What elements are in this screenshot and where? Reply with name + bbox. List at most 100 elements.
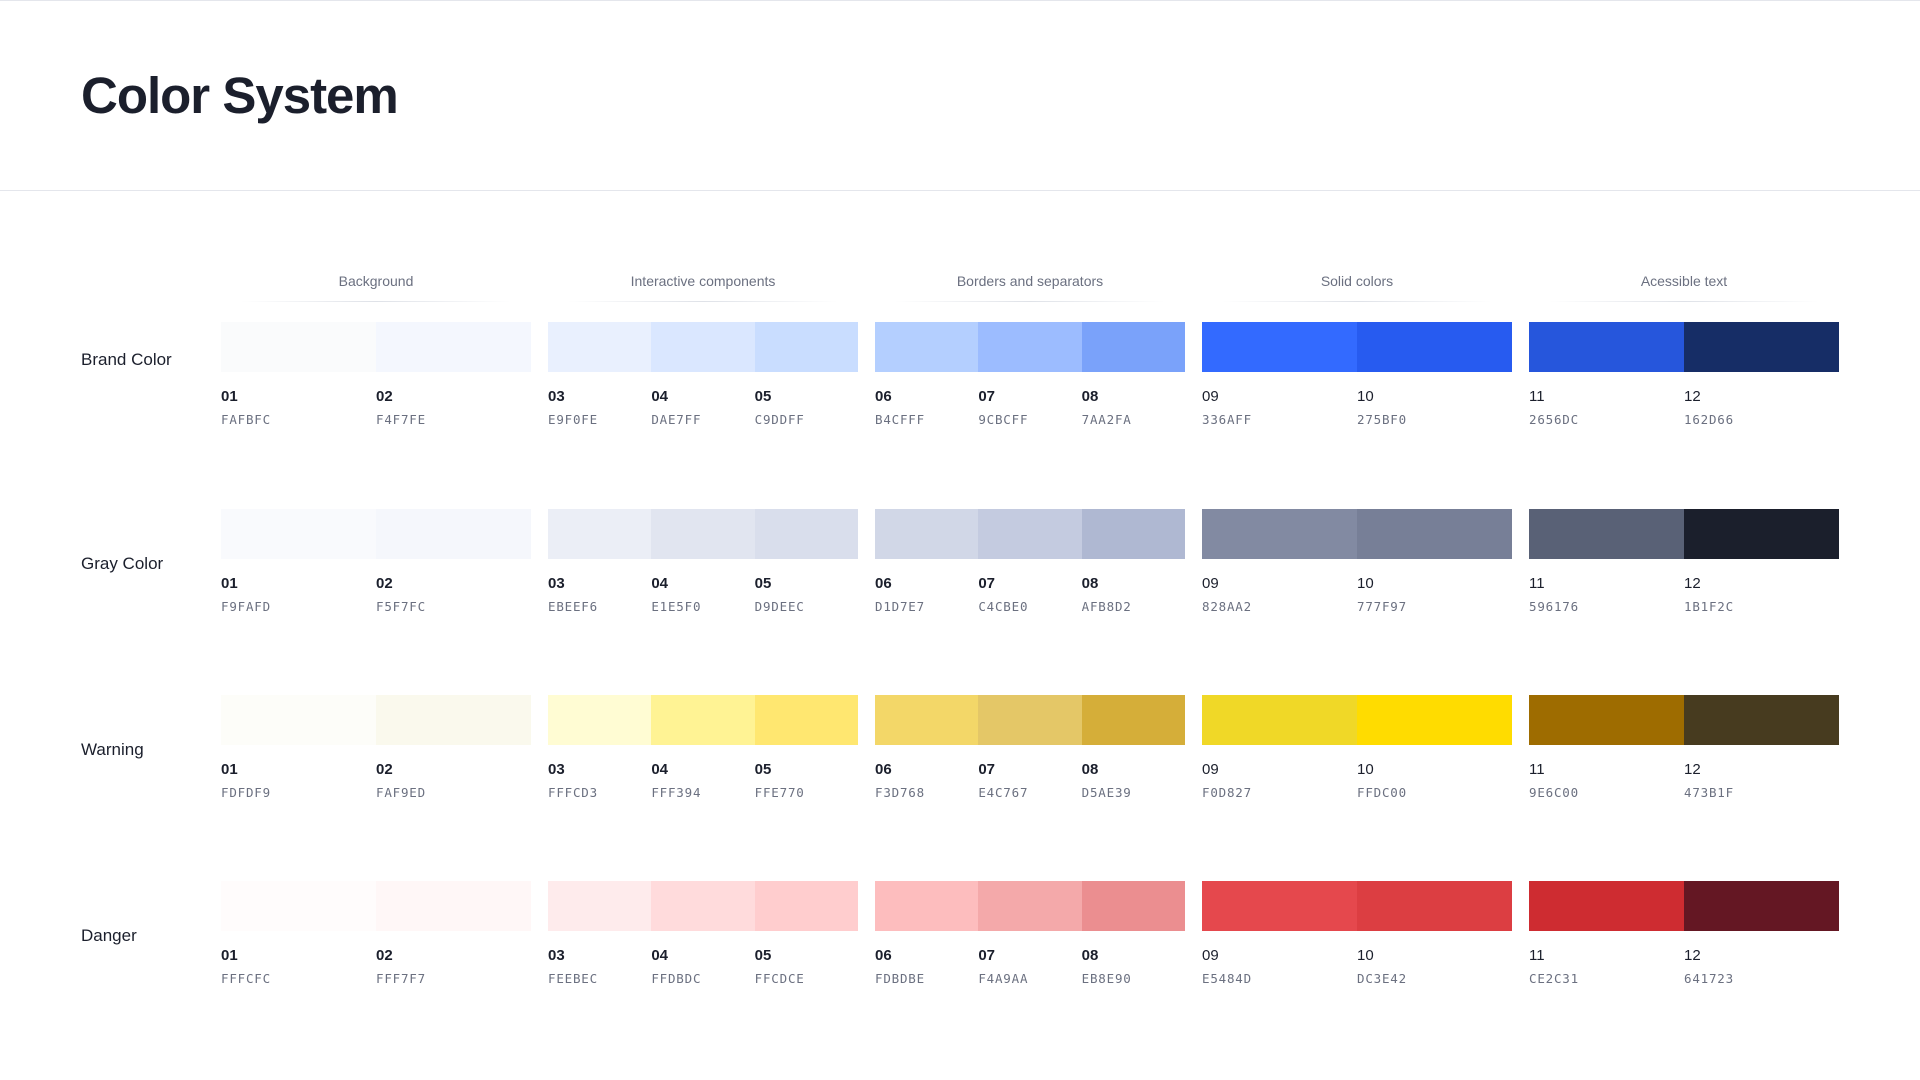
color-swatch[interactable]: 03 EBEEF6	[548, 509, 652, 615]
swatch-number: 05	[754, 947, 772, 964]
swatch-color-block[interactable]	[1529, 322, 1684, 372]
color-swatch[interactable]: 05 C9DDFF	[754, 322, 858, 428]
swatch-color-block[interactable]	[978, 695, 1082, 745]
color-swatch[interactable]: 03 E9F0FE	[548, 322, 652, 428]
swatch-color-block[interactable]	[1684, 695, 1839, 745]
color-swatch[interactable]: 06 F3D768	[875, 695, 979, 801]
color-swatch[interactable]: 02 FFF7F7	[376, 881, 531, 987]
color-swatch[interactable]: 07 F4A9AA	[978, 881, 1082, 987]
color-swatch[interactable]: 07 9CBCFF	[978, 322, 1082, 428]
color-swatch[interactable]: 04 FFF394	[651, 695, 755, 801]
color-swatch[interactable]: 01 F9FAFD	[221, 509, 376, 615]
swatch-color-block[interactable]	[1357, 695, 1512, 745]
swatch-color-block[interactable]	[754, 322, 858, 372]
color-swatch[interactable]: 05 FFE770	[754, 695, 858, 801]
swatch-color-block[interactable]	[221, 881, 376, 931]
color-swatch[interactable]: 09 E5484D	[1202, 881, 1357, 987]
swatch-color-block[interactable]	[1684, 881, 1839, 931]
color-swatch[interactable]: 09 828AA2	[1202, 509, 1357, 615]
color-swatch[interactable]: 12 162D66	[1684, 322, 1839, 428]
swatch-color-block[interactable]	[548, 881, 652, 931]
color-swatch[interactable]: 03 FFFCD3	[548, 695, 652, 801]
swatch-color-block[interactable]	[754, 509, 858, 559]
color-swatch[interactable]: 04 E1E5F0	[651, 509, 755, 615]
color-swatch[interactable]: 12 1B1F2C	[1684, 509, 1839, 615]
color-swatch[interactable]: 08 D5AE39	[1081, 695, 1185, 801]
swatch-color-block[interactable]	[1202, 881, 1357, 931]
swatch-color-block[interactable]	[1357, 881, 1512, 931]
color-swatch[interactable]: 12 641723	[1684, 881, 1839, 987]
swatch-color-block[interactable]	[1202, 695, 1357, 745]
swatch-color-block[interactable]	[376, 322, 531, 372]
color-swatch[interactable]: 02 FAF9ED	[376, 695, 531, 801]
swatch-color-block[interactable]	[875, 881, 979, 931]
color-swatch[interactable]: 01 FAFBFC	[221, 322, 376, 428]
swatch-color-block[interactable]	[651, 695, 755, 745]
swatch-color-block[interactable]	[1081, 322, 1185, 372]
swatch-color-block[interactable]	[548, 322, 652, 372]
swatch-color-block[interactable]	[221, 695, 376, 745]
swatch-color-block[interactable]	[221, 322, 376, 372]
color-swatch[interactable]: 07 C4CBE0	[978, 509, 1082, 615]
swatch-color-block[interactable]	[1529, 509, 1684, 559]
color-swatch[interactable]: 08 7AA2FA	[1081, 322, 1185, 428]
color-swatch[interactable]: 05 D9DEEC	[754, 509, 858, 615]
color-swatch[interactable]: 07 E4C767	[978, 695, 1082, 801]
color-swatch[interactable]: 11 CE2C31	[1529, 881, 1684, 987]
swatch-color-block[interactable]	[875, 695, 979, 745]
swatch-color-block[interactable]	[1529, 695, 1684, 745]
swatch-color-block[interactable]	[1684, 509, 1839, 559]
color-swatch[interactable]: 01 FFFCFC	[221, 881, 376, 987]
color-swatch[interactable]: 09 F0D827	[1202, 695, 1357, 801]
swatch-color-block[interactable]	[978, 509, 1082, 559]
swatch-color-block[interactable]	[376, 881, 531, 931]
group-header-label: Background	[338, 273, 414, 289]
swatch-color-block[interactable]	[376, 509, 531, 559]
swatch-hex-code: F5F7FC	[376, 599, 426, 614]
color-swatch[interactable]: 10 777F97	[1357, 509, 1512, 615]
color-swatch[interactable]: 09 336AFF	[1202, 322, 1357, 428]
swatch-color-block[interactable]	[1357, 322, 1512, 372]
swatch-color-block[interactable]	[376, 695, 531, 745]
swatch-color-block[interactable]	[1357, 509, 1512, 559]
color-swatch[interactable]: 11 2656DC	[1529, 322, 1684, 428]
color-swatch[interactable]: 08 AFB8D2	[1081, 509, 1185, 615]
swatch-hex-code: 596176	[1529, 599, 1579, 614]
swatch-color-block[interactable]	[1081, 881, 1185, 931]
color-swatch[interactable]: 02 F5F7FC	[376, 509, 531, 615]
swatch-color-block[interactable]	[548, 509, 652, 559]
swatch-color-block[interactable]	[875, 509, 979, 559]
color-swatch[interactable]: 03 FEEBEC	[548, 881, 652, 987]
swatch-color-block[interactable]	[548, 695, 652, 745]
swatch-color-block[interactable]	[1081, 509, 1185, 559]
swatch-color-block[interactable]	[754, 695, 858, 745]
color-swatch[interactable]: 10 275BF0	[1357, 322, 1512, 428]
swatch-color-block[interactable]	[651, 509, 755, 559]
color-swatch[interactable]: 10 DC3E42	[1357, 881, 1512, 987]
color-swatch[interactable]: 01 FDFDF9	[221, 695, 376, 801]
swatch-color-block[interactable]	[978, 322, 1082, 372]
color-swatch[interactable]: 06 D1D7E7	[875, 509, 979, 615]
color-swatch[interactable]: 10 FFDC00	[1357, 695, 1512, 801]
color-swatch[interactable]: 05 FFCDCE	[754, 881, 858, 987]
color-swatch[interactable]: 06 FDBDBE	[875, 881, 979, 987]
swatch-color-block[interactable]	[875, 322, 979, 372]
swatch-color-block[interactable]	[1684, 322, 1839, 372]
swatch-color-block[interactable]	[1202, 322, 1357, 372]
swatch-color-block[interactable]	[754, 881, 858, 931]
swatch-color-block[interactable]	[978, 881, 1082, 931]
color-swatch[interactable]: 11 596176	[1529, 509, 1684, 615]
color-swatch[interactable]: 11 9E6C00	[1529, 695, 1684, 801]
color-swatch[interactable]: 12 473B1F	[1684, 695, 1839, 801]
color-swatch[interactable]: 06 B4CFFF	[875, 322, 979, 428]
swatch-color-block[interactable]	[1529, 881, 1684, 931]
color-swatch[interactable]: 08 EB8E90	[1081, 881, 1185, 987]
swatch-color-block[interactable]	[651, 881, 755, 931]
swatch-color-block[interactable]	[1202, 509, 1357, 559]
color-swatch[interactable]: 04 FFDBDC	[651, 881, 755, 987]
swatch-color-block[interactable]	[651, 322, 755, 372]
swatch-color-block[interactable]	[221, 509, 376, 559]
color-swatch[interactable]: 04 DAE7FF	[651, 322, 755, 428]
swatch-color-block[interactable]	[1081, 695, 1185, 745]
color-swatch[interactable]: 02 F4F7FE	[376, 322, 531, 428]
